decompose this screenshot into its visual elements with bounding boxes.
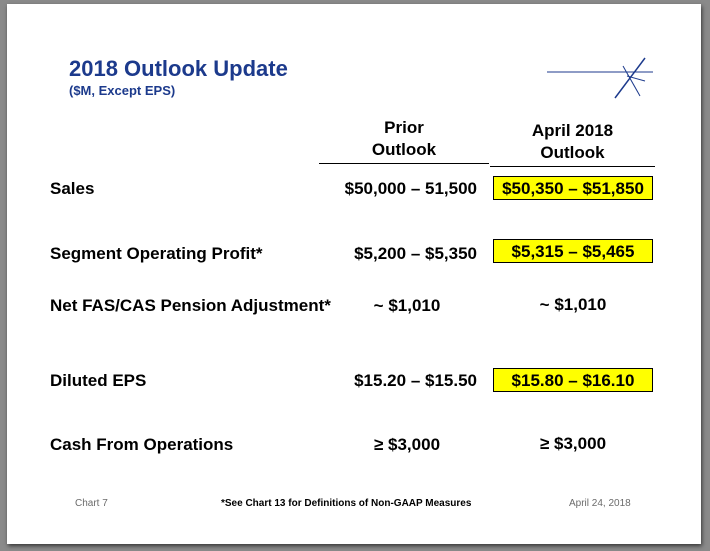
prior-header-underline <box>319 163 489 164</box>
april-value-diluted-eps: $15.80 – $16.10 <box>493 368 653 392</box>
star-logo-icon <box>547 57 653 99</box>
chart-number: Chart 7 <box>75 498 108 509</box>
prior-outlook-header: Prior Outlook <box>319 117 489 164</box>
row-label-pension-adjustment: Net FAS/CAS Pension Adjustment* <box>50 296 331 315</box>
april-value-sales: $50,350 – $51,850 <box>493 176 653 200</box>
april-value-pension-adjustment: ~ $1,010 <box>539 295 607 314</box>
row-label-sales: Sales <box>50 179 95 198</box>
page-subtitle: ($M, Except EPS) <box>69 83 176 98</box>
april-header-line2: Outlook <box>540 143 605 162</box>
prior-value-sales: $50,000 – 51,500 <box>344 179 477 198</box>
row-label-diluted-eps: Diluted EPS <box>50 371 147 390</box>
prior-value-segment-operating-profit: $5,200 – $5,350 <box>354 244 477 263</box>
footer-date: April 24, 2018 <box>569 498 631 509</box>
footnote: *See Chart 13 for Definitions of Non-GAA… <box>221 498 472 509</box>
page-title: 2018 Outlook Update <box>69 56 288 81</box>
row-label-cash-from-operations: Cash From Operations <box>50 435 234 454</box>
prior-value-cash-from-operations: ≥ $3,000 <box>373 435 441 454</box>
prior-value-diluted-eps: $15.20 – $15.50 <box>354 371 477 390</box>
slide: 2018 Outlook Update ($M, Except EPS) Pri… <box>7 4 701 544</box>
april-header-line1: April 2018 <box>531 121 614 140</box>
row-label-segment-operating-profit: Segment Operating Profit* <box>50 244 263 263</box>
april-header-underline <box>490 166 655 167</box>
prior-value-pension-adjustment: ~ $1,010 <box>373 296 441 315</box>
april-outlook-header: April 2018 Outlook <box>490 120 655 167</box>
april-value-cash-from-operations: ≥ $3,000 <box>539 434 607 453</box>
april-value-segment-operating-profit: $5,315 – $5,465 <box>493 239 653 263</box>
prior-header-line2: Outlook <box>371 140 437 159</box>
prior-header-line1: Prior <box>384 118 424 137</box>
